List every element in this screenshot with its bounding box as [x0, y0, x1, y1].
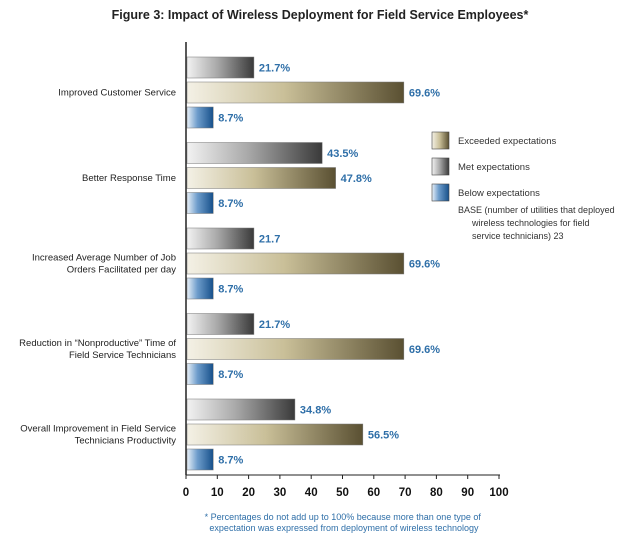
data-label: 34.8%: [300, 405, 331, 417]
x-tick-label: 20: [242, 487, 255, 499]
bar-below-expectations-2: [186, 277, 214, 300]
category-label: Overall Improvement in Field Service Tech…: [20, 424, 176, 447]
category-label: Reduction in “Nonproductive” Time of Fiel…: [19, 338, 176, 361]
data-label: 21.7%: [259, 63, 290, 75]
bar-exceeded-expectations-1: [186, 167, 336, 189]
x-axis-ticks: 0 10 20 30 40 50 60 70 80 90 100: [183, 475, 509, 499]
data-label: 21.7%: [259, 319, 290, 331]
category-label: Increased Average Number of Job Orders Fa…: [32, 253, 176, 276]
data-label: 69.6%: [409, 259, 440, 271]
x-tick-label: 60: [367, 487, 380, 499]
bar-exceeded-expectations-4: [186, 423, 364, 446]
base-note-line-3: service technicians) 23: [472, 231, 564, 241]
bar-exceeded-expectations-2: [186, 252, 405, 275]
data-label: 8.7%: [218, 369, 243, 381]
bar-below-expectations-1: [186, 192, 214, 214]
category-label-line: Increased Average Number of Job: [32, 253, 176, 264]
category-label-line: Improved Customer Service: [58, 88, 176, 99]
bar-below-expectations-4: [186, 448, 214, 471]
bar-below-expectations-3: [186, 363, 214, 385]
legend-swatch: [431, 183, 450, 202]
footnote-line-2: expectation was expressed from deploymen…: [209, 523, 479, 533]
bar-below-expectations-0: [186, 106, 214, 129]
data-label: 8.7%: [218, 455, 243, 467]
legend-label: Met expectations: [458, 162, 530, 173]
category-label: Better Response Time: [82, 173, 176, 184]
data-label: 56.5%: [368, 430, 399, 442]
x-tick-label: 70: [399, 487, 412, 499]
category-label-line: Better Response Time: [82, 173, 176, 184]
data-label: 8.7%: [218, 284, 243, 296]
legend: Exceeded expectations Met expectations Bel…: [431, 131, 556, 202]
category-label: Improved Customer Service: [58, 88, 176, 99]
data-label: 8.7%: [218, 113, 243, 125]
base-note-line-2: wireless technologies for field: [471, 218, 590, 228]
bar-met-expectations-3: [186, 313, 255, 335]
category-label-line: Overall Improvement in Field Service: [20, 424, 176, 435]
x-tick-label: 10: [211, 487, 224, 499]
bar-met-expectations-0: [186, 56, 255, 79]
x-tick-label: 90: [461, 487, 474, 499]
x-tick-label: 50: [336, 487, 349, 499]
x-tick-label: 80: [430, 487, 443, 499]
bar-met-expectations-4: [186, 398, 296, 421]
legend-label: Below expectations: [458, 188, 540, 199]
footnote: * Percentages do not add up to 100% beca…: [205, 512, 484, 533]
legend-swatch: [431, 131, 450, 150]
bars: [186, 56, 405, 471]
bar-exceeded-expectations-0: [186, 81, 405, 104]
footnote-line-1: * Percentages do not add up to 100% beca…: [205, 512, 482, 522]
data-label: 69.6%: [409, 344, 440, 356]
bar-met-expectations-1: [186, 142, 323, 164]
x-tick-label: 100: [489, 487, 508, 499]
chart-title: Figure 3: Impact of Wireless Deployment …: [112, 8, 529, 22]
data-label: 69.6%: [409, 88, 440, 100]
category-label-line: Orders Facilitated per day: [67, 265, 177, 276]
data-label: 21.7: [259, 234, 280, 246]
category-label-line: Technicians Productivity: [75, 436, 177, 447]
data-label: 47.8%: [341, 173, 372, 185]
category-label-line: Reduction in “Nonproductive” Time of: [19, 338, 176, 349]
category-label-line: Field Service Technicians: [69, 350, 176, 361]
x-tick-label: 0: [183, 487, 189, 499]
legend-swatch: [431, 157, 450, 176]
data-labels: 21.7% 69.6% 8.7% 43.5% 47.8% 8.7% 21.7 69.6% 8.7…: [218, 63, 440, 467]
base-note-line-1: BASE (number of utilities that deployed: [458, 205, 615, 215]
bar-exceeded-expectations-3: [186, 338, 405, 360]
data-label: 8.7%: [218, 198, 243, 210]
x-tick-label: 40: [305, 487, 318, 499]
legend-label: Exceeded expectations: [458, 136, 556, 147]
data-label: 43.5%: [327, 148, 358, 160]
x-tick-label: 30: [274, 487, 287, 499]
category-labels: Improved Customer Service Better Response…: [19, 88, 176, 447]
bar-met-expectations-2: [186, 227, 255, 250]
base-note: BASE (number of utilities that deployed …: [458, 205, 617, 241]
